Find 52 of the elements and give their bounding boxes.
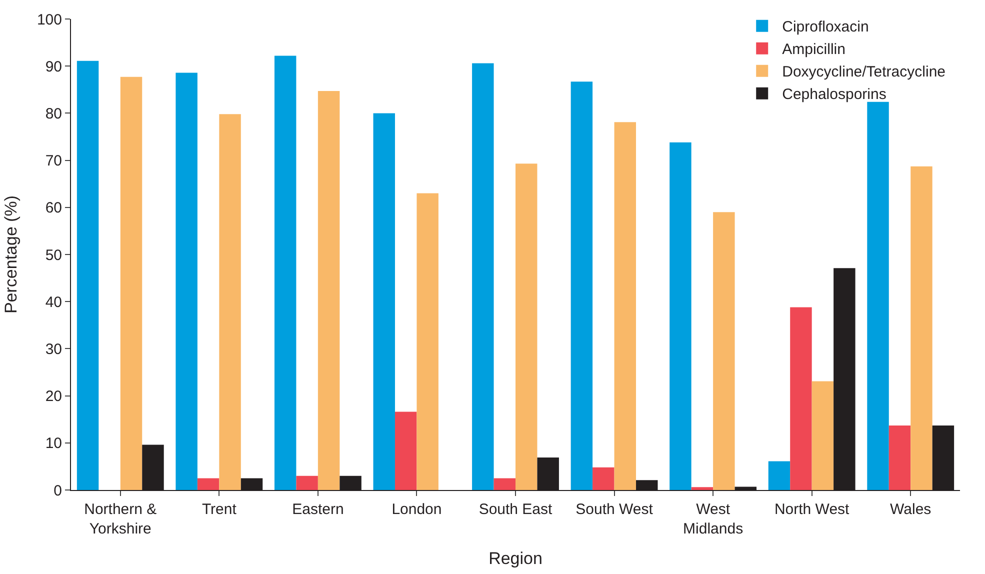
x-tick-label: Trent: [202, 501, 238, 518]
bar: [197, 478, 220, 490]
bar: [888, 425, 911, 490]
bar: [274, 56, 296, 490]
y-tick-label: 0: [54, 482, 62, 500]
bar: [592, 467, 614, 490]
bar: [812, 381, 834, 490]
bar: [670, 142, 692, 490]
x-tick-label: Wales: [890, 501, 932, 518]
bar: [516, 164, 538, 490]
x-tick-label: South West: [576, 501, 654, 518]
bar: [296, 476, 318, 490]
bar: [713, 212, 735, 490]
legend-label: Doxycycline/Tetracycline: [782, 64, 946, 81]
bar: [318, 91, 340, 490]
y-tick-label: 60: [45, 200, 62, 217]
x-tick-label: South East: [478, 501, 554, 518]
bar: [472, 63, 494, 490]
y-tick-label: 100: [36, 11, 62, 28]
y-tick-label: 70: [45, 152, 62, 170]
y-tick-label: 40: [45, 294, 62, 311]
legend-label: Cephalosporins: [782, 86, 886, 104]
bar: [910, 166, 932, 490]
bar: [76, 60, 99, 490]
x-tick-label: London: [392, 501, 442, 518]
bar: [176, 72, 198, 490]
bar: [867, 102, 889, 490]
bar: [494, 478, 516, 490]
x-tick-label: Eastern: [292, 501, 344, 518]
bar: [768, 461, 790, 490]
x-tick-label: North West: [774, 501, 850, 518]
x-axis-title: Region: [488, 548, 542, 568]
bar: [790, 307, 812, 490]
y-tick-label: 20: [45, 388, 62, 406]
y-tick-label: 10: [45, 435, 62, 452]
bar: [614, 122, 636, 490]
x-tick-label: Northern & Yorkshire: [84, 501, 157, 538]
bar: [691, 487, 714, 490]
y-tick-label: 80: [45, 105, 62, 122]
bar: [394, 412, 417, 490]
x-tick-label: West Midlands: [683, 501, 744, 538]
bar: [373, 113, 395, 490]
y-tick-label: 50: [45, 246, 62, 264]
y-tick-label: 30: [45, 340, 62, 358]
y-tick-label: 90: [45, 58, 62, 76]
legend-label: Ampicillin: [782, 41, 846, 58]
bar: [219, 114, 241, 490]
bar: [120, 76, 142, 490]
legend-label: Ciprofloxacin: [782, 18, 869, 36]
bar: [416, 193, 438, 490]
bar: [570, 82, 593, 490]
y-axis-title: Percentage (%): [2, 195, 21, 314]
